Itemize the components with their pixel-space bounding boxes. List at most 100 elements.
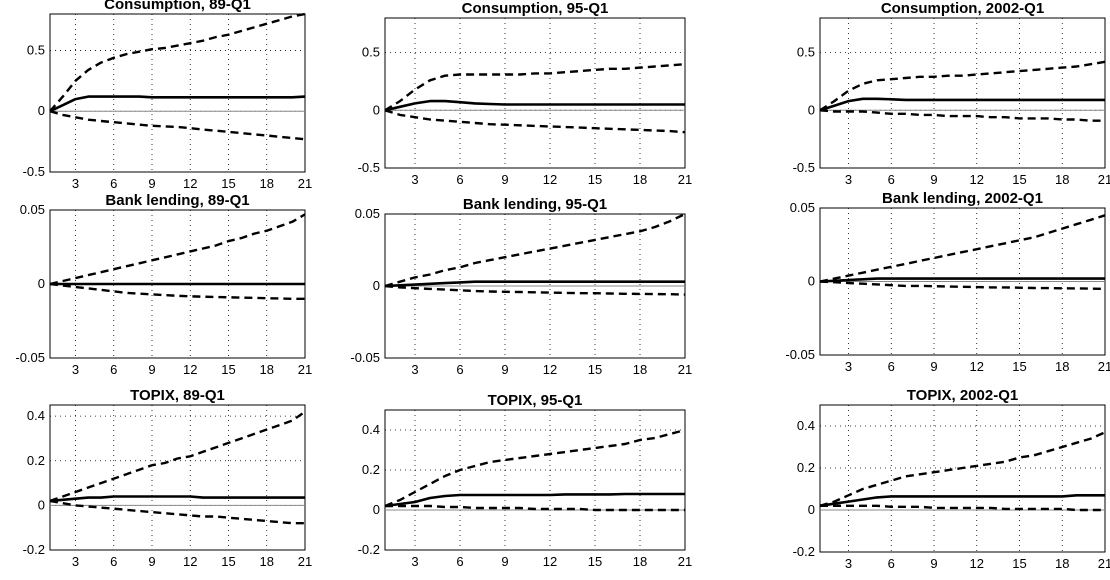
plot-frame (49, 13, 306, 173)
y-tick-label: 0 (373, 102, 380, 117)
y-tick-label: 0.05 (790, 200, 815, 215)
x-tick-label: 3 (845, 359, 852, 374)
series-line-band-2 (49, 282, 305, 300)
x-tick-label: 12 (183, 176, 197, 191)
plot-frame (819, 404, 1106, 553)
y-tick-label: 0 (808, 274, 815, 289)
x-tick-label: 18 (633, 362, 647, 377)
y-tick-label: 0 (38, 276, 45, 291)
y-tick-label: 0 (808, 502, 815, 517)
y-tick-label: -0.05 (15, 350, 45, 365)
y-tick-label: -0.2 (23, 542, 45, 557)
x-tick-label: 9 (148, 176, 155, 191)
plot-frame (384, 409, 686, 551)
x-tick-label: 6 (110, 362, 117, 377)
series-line-band-1 (49, 213, 306, 286)
y-tick-label: 0 (373, 278, 380, 293)
chart-title: Consumption, 95-Q1 (462, 0, 609, 17)
x-tick-label: 18 (260, 176, 274, 191)
series-line-median (384, 99, 685, 112)
x-tick-label: 15 (1012, 359, 1026, 374)
y-tick-label: 0.05 (355, 206, 380, 221)
x-tick-label: 12 (970, 359, 984, 374)
x-tick-label: 15 (588, 554, 602, 569)
x-tick-label: 12 (970, 556, 984, 571)
chart-title: Consumption, 89-Q1 (104, 0, 251, 13)
x-tick-label: 9 (930, 359, 937, 374)
x-tick-label: 21 (678, 362, 692, 377)
y-tick-label: -0.05 (785, 347, 815, 362)
series-line-band-1 (384, 428, 686, 508)
y-tick-label: 0.5 (27, 42, 45, 57)
series-line-median (384, 280, 685, 288)
y-tick-label: -0.2 (358, 542, 380, 557)
series-line-band-2 (819, 109, 1105, 122)
chart-title: Bank lending, 95-Q1 (463, 196, 607, 213)
x-tick-label: 3 (72, 176, 79, 191)
series-line-band-1 (49, 410, 306, 503)
x-tick-label: 9 (501, 362, 508, 377)
series-line-band-2 (384, 109, 686, 134)
y-tick-label: -0.2 (793, 544, 815, 559)
y-tick-label: 0.2 (362, 462, 380, 477)
chart-title: Bank lending, 89-Q1 (105, 192, 249, 209)
x-tick-label: 21 (298, 554, 312, 569)
x-tick-label: 21 (1098, 172, 1110, 187)
chart-title: Bank lending, 2002-Q1 (882, 190, 1043, 207)
x-tick-label: 15 (1012, 172, 1026, 187)
series-line-median (819, 277, 1105, 283)
series-line-band-1 (819, 60, 1106, 112)
series-line-median (819, 97, 1105, 112)
x-tick-label: 18 (1055, 556, 1069, 571)
x-tick-label: 18 (260, 554, 274, 569)
x-tick-label: 18 (1055, 172, 1069, 187)
x-tick-label: 12 (543, 172, 557, 187)
plot-frame (384, 17, 686, 169)
x-tick-label: 6 (888, 359, 895, 374)
x-tick-label: 15 (1012, 556, 1026, 571)
x-tick-label: 18 (260, 362, 274, 377)
x-tick-label: 6 (888, 172, 895, 187)
series-line-median (384, 492, 685, 508)
chart-title: TOPIX, 95-Q1 (488, 392, 583, 409)
chart-title: TOPIX, 89-Q1 (130, 387, 225, 404)
x-tick-label: 15 (221, 554, 235, 569)
series-line-band-2 (49, 110, 306, 141)
x-tick-label: 9 (501, 172, 508, 187)
y-tick-label: 0.4 (797, 418, 815, 433)
x-tick-label: 12 (543, 554, 557, 569)
x-tick-label: 3 (411, 554, 418, 569)
chart-title: TOPIX, 2002-Q1 (907, 387, 1018, 404)
x-tick-label: 21 (678, 554, 692, 569)
y-tick-label: -0.5 (23, 164, 45, 179)
series-line-band-2 (819, 280, 1106, 291)
y-tick-label: 0.5 (797, 45, 815, 60)
y-tick-label: -0.05 (350, 350, 380, 365)
series-line-band-1 (384, 63, 686, 112)
x-tick-label: 6 (456, 362, 463, 377)
x-tick-label: 9 (930, 172, 937, 187)
chart-title: Consumption, 2002-Q1 (881, 0, 1044, 17)
x-tick-label: 9 (148, 554, 155, 569)
x-tick-label: 6 (110, 554, 117, 569)
x-tick-label: 12 (183, 554, 197, 569)
series-line-band-1 (49, 12, 306, 112)
x-tick-label: 3 (411, 362, 418, 377)
y-tick-label: 0 (373, 502, 380, 517)
x-tick-label: 6 (456, 172, 463, 187)
series-line-band-1 (819, 431, 1106, 507)
series-line-band-1 (819, 214, 1106, 283)
x-tick-label: 3 (72, 554, 79, 569)
y-tick-label: -0.5 (358, 160, 380, 175)
x-tick-label: 9 (501, 554, 508, 569)
series-line-band-2 (385, 504, 685, 512)
x-tick-label: 12 (183, 362, 197, 377)
